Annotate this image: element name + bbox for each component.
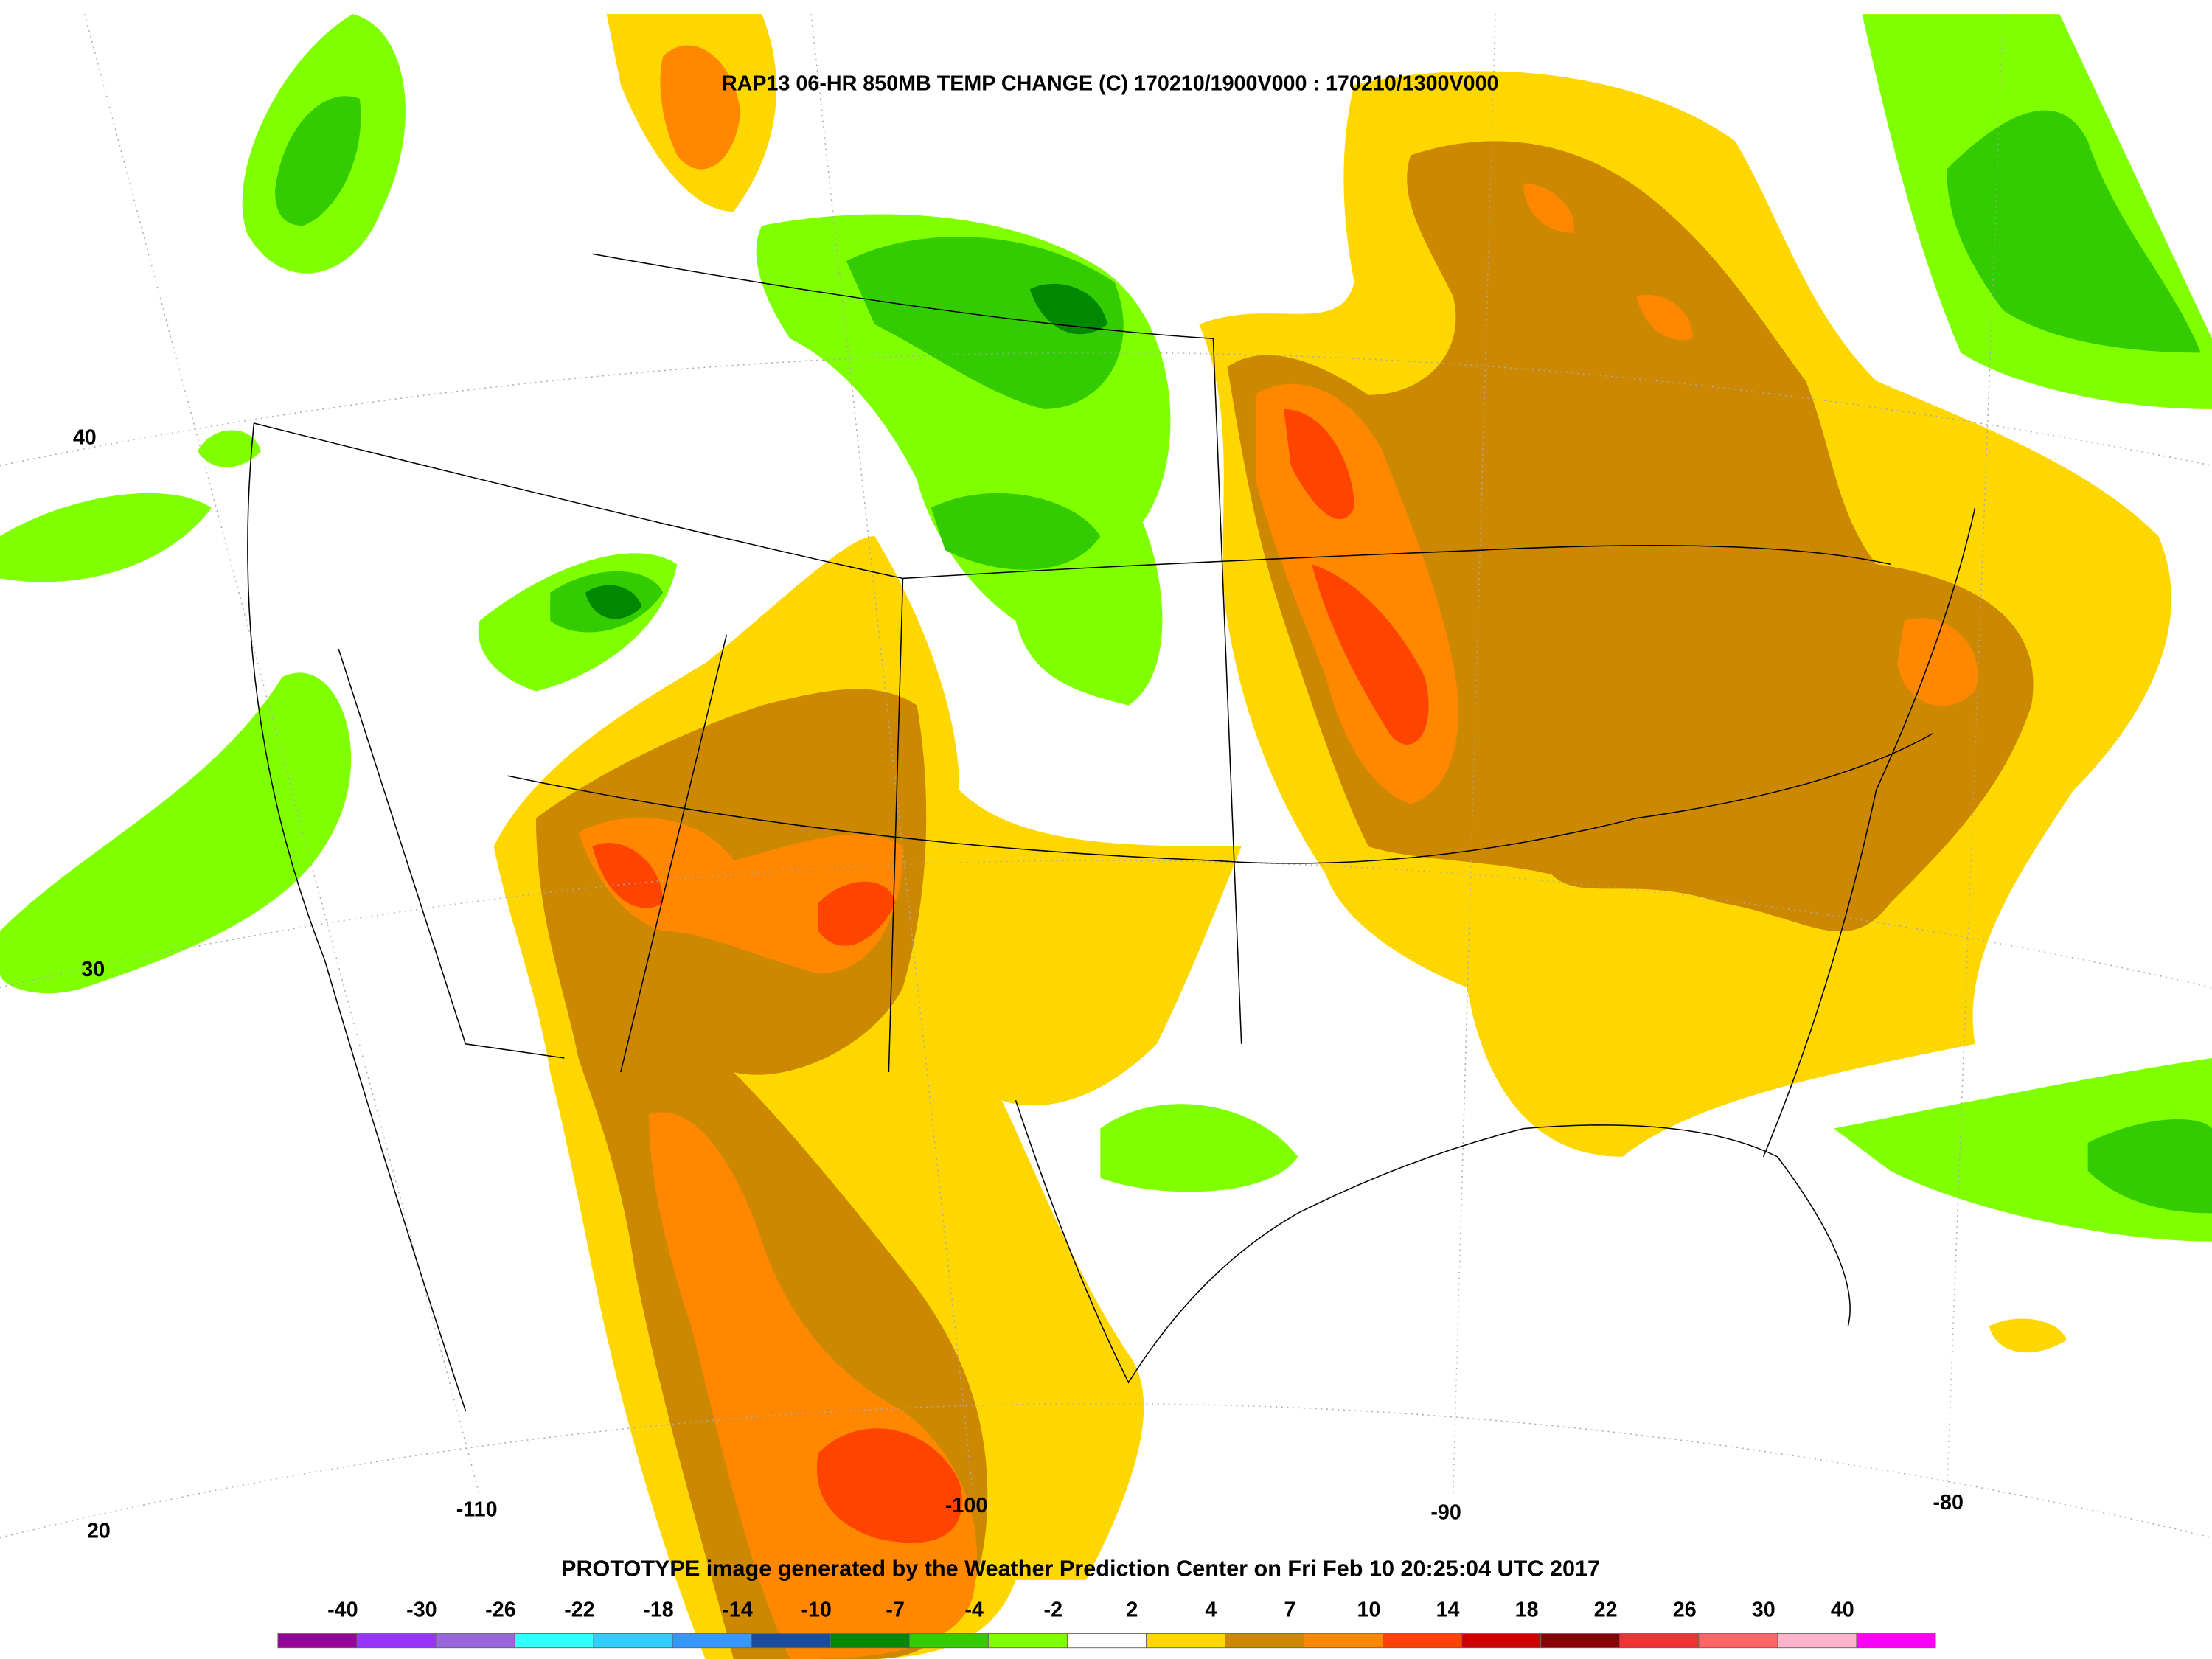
graticule <box>0 13 2212 1539</box>
longitude-label: -90 <box>1430 1501 1461 1525</box>
color-swatch <box>908 1633 989 1649</box>
contour-fill <box>0 14 2212 1659</box>
colorbar-label: 2 <box>1126 1599 1138 1622</box>
color-swatch <box>1856 1633 1936 1649</box>
colorbar-label: -40 <box>327 1599 358 1622</box>
coordinate-labels: 40 30 20 -110 -100 -90 -80 <box>73 426 1964 1543</box>
colorbar-label: -14 <box>722 1599 753 1622</box>
colorbar-label: 40 <box>1831 1599 1854 1622</box>
color-swatch <box>356 1633 437 1649</box>
colorbar-label: 4 <box>1205 1599 1217 1622</box>
colorbar-label: -2 <box>1044 1599 1063 1622</box>
color-swatch <box>435 1633 515 1649</box>
latitude-label: 20 <box>87 1519 111 1543</box>
longitude-label: -110 <box>456 1498 498 1522</box>
color-swatch <box>1382 1633 1463 1649</box>
colorbar-label: 7 <box>1284 1599 1295 1622</box>
color-swatch <box>1225 1633 1305 1649</box>
colorbar-label: -4 <box>964 1599 984 1622</box>
colorbar-label: 22 <box>1594 1599 1618 1622</box>
color-swatch <box>1540 1633 1621 1649</box>
colorbar-label: 18 <box>1515 1599 1539 1622</box>
latitude-label: 40 <box>73 426 97 450</box>
colorbar-label: 30 <box>1752 1599 1775 1622</box>
color-swatch <box>1698 1633 1778 1649</box>
color-swatch <box>987 1633 1068 1649</box>
color-swatch <box>277 1633 358 1649</box>
color-swatch <box>1619 1633 1700 1649</box>
colorbar-label: -7 <box>886 1599 905 1622</box>
colorbar-label: -18 <box>643 1599 674 1622</box>
longitude-label: -80 <box>1933 1491 1963 1514</box>
color-swatch <box>751 1633 831 1649</box>
color-swatch <box>1777 1633 1857 1649</box>
color-swatch <box>1461 1633 1542 1649</box>
color-swatch <box>1304 1633 1384 1649</box>
color-swatch <box>593 1633 673 1649</box>
state-borders <box>247 253 1976 1411</box>
colorbar-label: -10 <box>801 1599 831 1622</box>
longitude-label: -100 <box>945 1494 987 1517</box>
footer-note: PROTOTYPE image generated by the Weather… <box>561 1557 1600 1582</box>
color-swatch <box>672 1633 752 1649</box>
map-title: RAP13 06-HR 850MB TEMP CHANGE (C) 170210… <box>722 72 1499 95</box>
colorbar-label: 14 <box>1436 1599 1460 1622</box>
colorbar-label: -22 <box>564 1599 594 1622</box>
colorbar-label: -26 <box>485 1599 515 1622</box>
colorbar-label: 26 <box>1673 1599 1697 1622</box>
color-swatch <box>1146 1633 1226 1649</box>
color-swatch <box>830 1633 910 1649</box>
color-swatch <box>514 1633 594 1649</box>
colorbar: -40 -30 -26 -22 -18 -14 -10 -7 -4 -2 2 4 7 10 14 18 22 26… <box>277 1599 1936 1649</box>
colorbar-label: -30 <box>406 1599 437 1622</box>
color-swatch <box>1066 1633 1147 1649</box>
latitude-label: 30 <box>81 958 105 981</box>
colorbar-label: 10 <box>1357 1599 1381 1622</box>
